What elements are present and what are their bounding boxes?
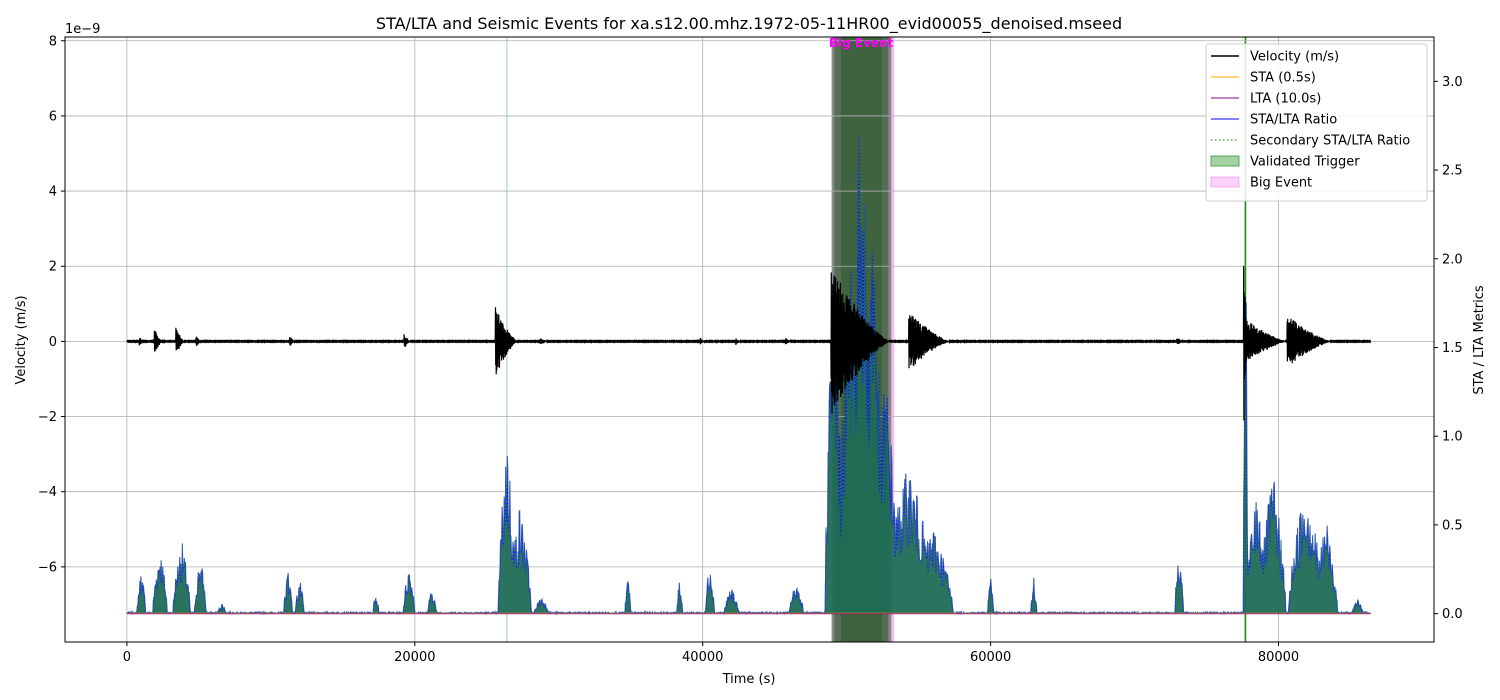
y-right-tick-label-2: 1.0 xyxy=(1442,430,1463,445)
legend: Velocity (m/s) STA (0.5s) LTA (10.0s) STA/L… xyxy=(1205,43,1428,202)
y-tick-label-3: 0 xyxy=(49,335,57,350)
plot-border xyxy=(64,36,1435,643)
y-right-tick-label-3: 1.5 xyxy=(1442,341,1463,356)
y-tick-label-6: 6 xyxy=(49,109,57,124)
y-exponent-label: 1e−9 xyxy=(65,22,100,37)
legend-label-2: LTA (10.0s) xyxy=(1250,92,1321,107)
legend-label-6: Big Event xyxy=(1250,176,1312,191)
x-tick-label-4: 80000 xyxy=(1258,650,1299,665)
annotation-0: Big Event xyxy=(829,36,894,50)
y-right-tick-label-1: 0.5 xyxy=(1442,518,1463,533)
legend-label-5: Validated Trigger xyxy=(1250,155,1360,170)
y-axis-right: 0.0 0.5 1.0 1.5 2.0 2.5 3.0 xyxy=(1434,75,1463,622)
x-tick-label-1: 20000 xyxy=(394,650,435,665)
y-right-tick-label-4: 2.0 xyxy=(1442,252,1463,267)
chart-title: STA/LTA and Seismic Events for xa.s12.00… xyxy=(376,14,1122,34)
y-right-tick-label-0: 0.0 xyxy=(1442,607,1463,622)
legend-label-3: STA/LTA Ratio xyxy=(1250,113,1337,128)
y-tick-label-1: −4 xyxy=(38,485,57,500)
y-tick-label-2: −2 xyxy=(38,410,57,425)
x-axis-label: Time (s) xyxy=(722,672,776,687)
series-layer xyxy=(126,135,1372,616)
secondary-sta-lta-area xyxy=(126,135,1371,614)
y-tick-label-7: 8 xyxy=(49,34,57,49)
y-right-tick-label-5: 2.5 xyxy=(1442,164,1463,179)
legend-swatch-5 xyxy=(1210,155,1240,167)
plot-frame xyxy=(64,36,1435,643)
y-tick-label-5: 4 xyxy=(49,185,57,200)
legend-label-1: STA (0.5s) xyxy=(1250,71,1316,86)
legend-swatch-6 xyxy=(1210,176,1240,188)
velocity-trace xyxy=(126,265,1372,421)
annotations: Big Event xyxy=(829,36,894,50)
y-right-tick-label-6: 3.0 xyxy=(1442,75,1463,90)
legend-label-0: Velocity (m/s) xyxy=(1250,50,1339,65)
x-axis: 0 20000 40000 60000 80000 xyxy=(123,642,1299,665)
x-tick-label-2: 40000 xyxy=(682,650,723,665)
y-tick-label-0: −6 xyxy=(38,560,57,575)
y-axis-left: −6 −4 −2 0 2 4 6 8 xyxy=(38,34,65,575)
x-tick-label-3: 60000 xyxy=(970,650,1011,665)
legend-label-4: Secondary STA/LTA Ratio xyxy=(1250,134,1410,149)
y-axis-label-right: STA / LTA Metrics xyxy=(1472,285,1487,395)
x-tick-label-0: 0 xyxy=(123,650,131,665)
y-tick-label-4: 2 xyxy=(49,260,57,275)
legend-box xyxy=(1205,43,1428,202)
y-axis-label-left: Velocity (m/s) xyxy=(14,295,29,384)
secondary-sta-lta-ratio-line xyxy=(126,135,1372,616)
